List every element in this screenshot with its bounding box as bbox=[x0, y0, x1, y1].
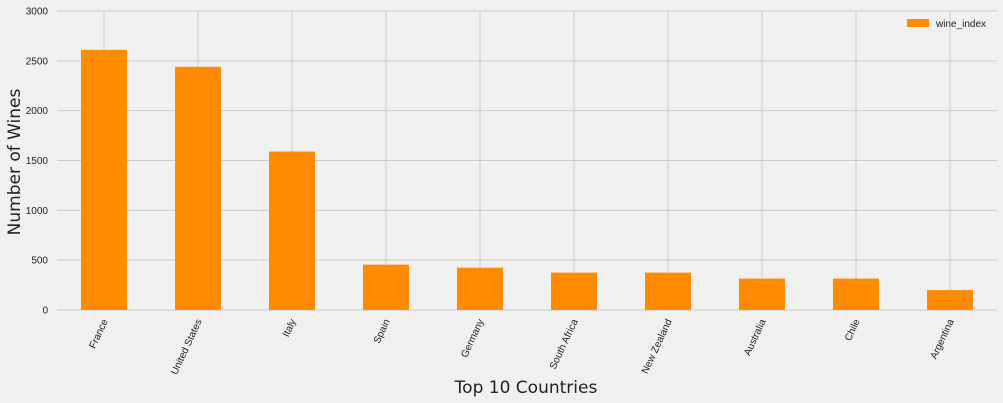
bar-france bbox=[81, 49, 127, 311]
bar-chile bbox=[833, 278, 879, 310]
legend-label: wine_index bbox=[935, 19, 986, 30]
y-tick-label: 3000 bbox=[26, 7, 49, 18]
bar-south-africa bbox=[551, 272, 597, 310]
bars bbox=[81, 49, 973, 311]
y-tick-label: 500 bbox=[31, 256, 48, 267]
legend-swatch bbox=[907, 19, 929, 27]
bar-italy bbox=[269, 151, 315, 310]
y-tick-label: 0 bbox=[42, 306, 48, 317]
bar-australia bbox=[739, 278, 785, 310]
y-tick-label: 1000 bbox=[26, 206, 49, 217]
y-axis-title: Number of Wines bbox=[5, 88, 25, 235]
y-tick-labels: 0 500 1000 1500 2000 2500 3000 bbox=[26, 7, 49, 317]
legend: wine_index bbox=[907, 19, 986, 30]
bar-argentina bbox=[927, 290, 973, 310]
bar-germany bbox=[457, 267, 503, 310]
y-tick-label: 2500 bbox=[26, 56, 49, 67]
y-tick-label: 1500 bbox=[26, 156, 49, 167]
bar-united-states bbox=[175, 66, 221, 311]
x-axis-title: Top 10 Countries bbox=[454, 378, 598, 398]
bar-spain bbox=[363, 264, 409, 310]
bar-new-zealand bbox=[645, 272, 691, 310]
y-tick-label: 2000 bbox=[26, 106, 49, 117]
